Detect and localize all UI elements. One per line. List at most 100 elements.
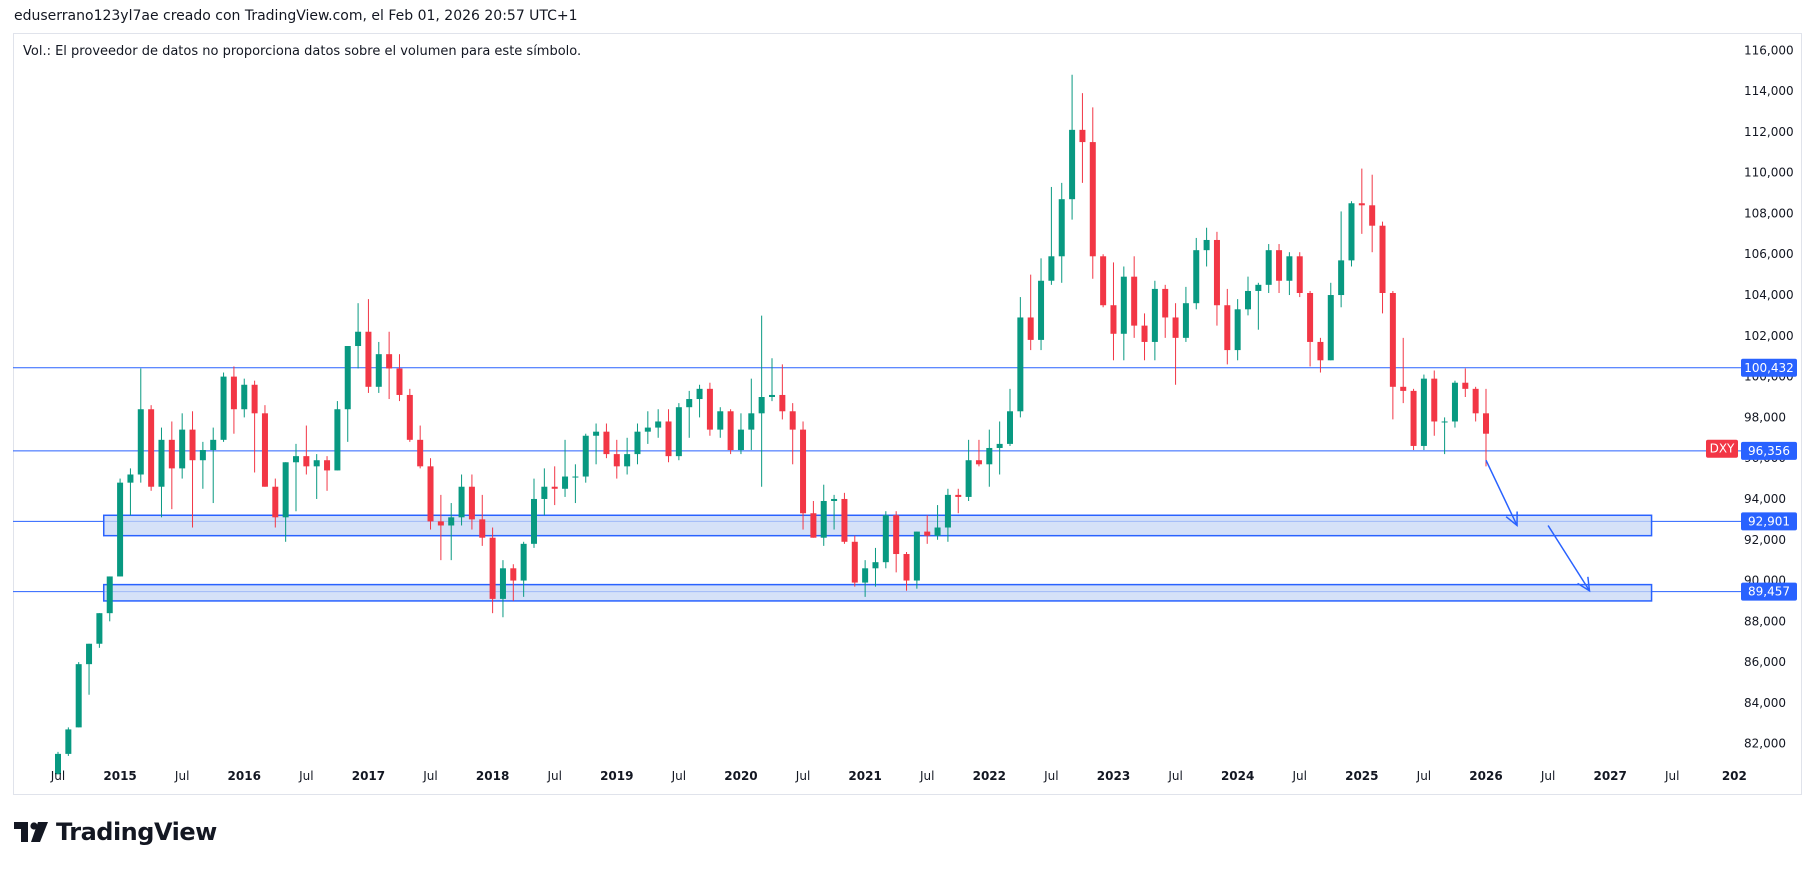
price-tags: 100,432 96,356 92,901 89,457 DXY [1706, 358, 1797, 601]
candle-body-2018-09 [572, 476, 579, 478]
price-tag-bg-3 [1741, 582, 1797, 601]
candle-body-2024-03 [1255, 284, 1262, 291]
candle-body-2022-05 [1027, 317, 1034, 340]
chart-frame [13, 33, 1802, 795]
time-tick-16: Jul [1043, 769, 1058, 783]
time-tick-17: 2023 [1097, 769, 1130, 783]
candle-body-2015-11 [220, 376, 227, 440]
price-tick-2: 86,000 [1744, 655, 1786, 669]
candle-body-2022-09 [1069, 129, 1076, 200]
candle-body-2022-12 [1100, 256, 1107, 306]
candle-body-2020-09 [820, 501, 827, 538]
price-tag-bg-2 [1741, 512, 1797, 531]
candle-body-2017-09 [448, 517, 455, 526]
tradingview-brand: TradingView [56, 818, 217, 846]
price-tag-1: 96,356 [1748, 444, 1790, 458]
price-tick-5: 92,000 [1744, 533, 1786, 547]
candle-body-2018-07 [551, 486, 558, 489]
candle-body-2015-05 [158, 439, 165, 487]
time-tick-19: 2024 [1221, 769, 1254, 783]
candle-body-2020-04 [769, 394, 775, 397]
projection-arrow-0 [1485, 459, 1518, 526]
candle-body-2015-08 [189, 429, 196, 461]
candle-body-2014-08 [65, 729, 72, 754]
candle-body-2020-12 [851, 541, 858, 583]
candle-body-2018-02 [499, 568, 506, 599]
symbol-tag: DXY [1710, 442, 1735, 456]
volume-notice: Vol.: El proveedor de datos no proporcio… [23, 44, 582, 59]
candles [55, 74, 1489, 775]
support-zones [13, 514, 1741, 602]
price-tick-17: 116,000 [1744, 43, 1794, 57]
candle-body-2017-06 [417, 439, 424, 467]
time-tick-27: 202 [1722, 769, 1747, 783]
candle-body-2021-03 [882, 515, 889, 563]
tradingview-logo[interactable]: TradingView [14, 818, 217, 846]
candle-body-2023-05 [1151, 288, 1158, 342]
candle-body-2019-12 [727, 411, 734, 451]
candle-body-2017-12 [479, 519, 486, 538]
time-tick-25: 2027 [1593, 769, 1626, 783]
candle-body-2023-01 [1110, 305, 1117, 334]
projection-arrows [1485, 459, 1591, 593]
candle-body-2025-01 [1358, 203, 1365, 206]
price-tick-13: 108,000 [1744, 206, 1794, 220]
candle-body-2017-08 [437, 521, 444, 526]
candle-body-2022-02 [996, 443, 1003, 448]
price-tag-0: 100,432 [1744, 361, 1794, 375]
candle-body-2015-12 [230, 376, 237, 410]
candle-body-2018-06 [541, 486, 548, 499]
candle-body-2024-11 [1338, 260, 1345, 296]
candle-body-2024-09 [1317, 341, 1324, 361]
candle-body-2019-06 [665, 421, 672, 457]
price-tick-6: 94,000 [1744, 492, 1786, 506]
candle-body-2018-08 [562, 476, 569, 489]
candle-body-2022-06 [1038, 280, 1045, 340]
candle-body-2016-06 [293, 456, 299, 463]
price-tag-3: 89,457 [1748, 585, 1790, 599]
candle-body-2024-06 [1286, 256, 1293, 281]
candle-body-2024-05 [1276, 250, 1283, 281]
time-tick-20: Jul [1291, 769, 1306, 783]
candle-body-2024-02 [1245, 290, 1251, 310]
candle-body-2023-11 [1213, 239, 1220, 306]
candle-body-2020-07 [800, 429, 807, 514]
price-tick-8: 98,000 [1744, 410, 1786, 424]
candle-body-2016-03 [261, 413, 268, 487]
time-tick-26: Jul [1664, 769, 1679, 783]
candle-body-2023-03 [1131, 276, 1138, 326]
candle-body-2024-12 [1348, 203, 1355, 261]
price-tick-1: 84,000 [1744, 696, 1786, 710]
candle-body-2026-01 [1483, 413, 1489, 434]
candle-body-2015-03 [137, 409, 144, 475]
candle-body-2015-04 [148, 409, 155, 487]
candle-body-2020-05 [779, 394, 786, 412]
price-axis: 82,00084,00086,00088,00090,00092,00094,0… [1744, 43, 1794, 750]
time-tick-0: Jul [50, 769, 65, 783]
candle-body-2022-11 [1089, 142, 1096, 257]
time-axis: Jul 2015 Jul 2016 Jul 2017 Jul 2018 Jul 2019 Jul 20… [50, 769, 1747, 783]
time-tick-4: Jul [298, 769, 313, 783]
candle-body-2014-11 [96, 613, 103, 644]
candle-body-2015-02 [127, 474, 134, 483]
candle-body-2025-06 [1410, 390, 1417, 446]
candle-body-2016-08 [313, 460, 320, 467]
price-tick-14: 110,000 [1744, 166, 1794, 180]
symbol-tag-bg [1706, 439, 1738, 458]
candle-body-2018-05 [531, 498, 537, 544]
candle-body-2014-09 [75, 664, 82, 728]
price-tag-2: 92,901 [1748, 514, 1790, 528]
candle-body-2021-12 [975, 460, 982, 465]
candle-body-2015-09 [199, 450, 206, 461]
price-tick-3: 88,000 [1744, 614, 1786, 628]
candle-body-2021-06 [913, 531, 920, 581]
projection-arrowhead-1 [1577, 576, 1591, 593]
time-tick-6: Jul [422, 769, 437, 783]
candle-body-2019-08 [686, 399, 693, 408]
projection-arrow-1 [1547, 525, 1591, 592]
candle-body-2022-01 [986, 447, 993, 465]
candle-body-2017-04 [396, 368, 403, 395]
candle-body-2019-07 [675, 407, 682, 457]
candle-body-2017-02 [375, 354, 382, 387]
